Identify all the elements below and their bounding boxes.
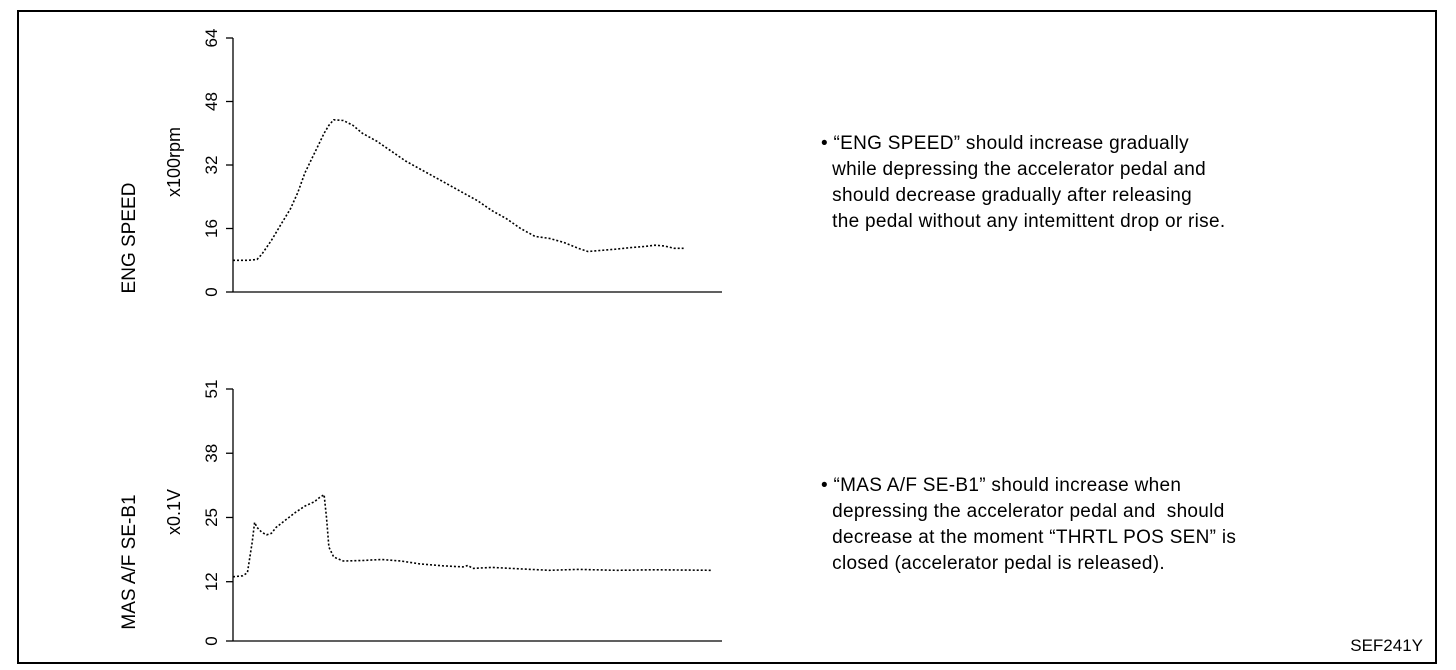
mas-af-note: • “MAS A/F SE-B1” should increase when d… <box>821 473 1236 577</box>
y-tick-label: 0 <box>202 636 221 645</box>
note-line: • “ENG SPEED” should increase gradually <box>821 133 1189 154</box>
y-tick-label: 51 <box>202 380 221 399</box>
note-line: should decrease gradually after releasin… <box>821 185 1192 206</box>
note-line: decrease at the moment “THRTL POS SEN” i… <box>821 527 1237 548</box>
y-axis-unit: x0.1V <box>164 489 184 535</box>
eng-speed-chart: 0 16 32 48 64 ENG SPEED x100rpm <box>119 29 722 297</box>
y-tick-label: 48 <box>202 92 221 111</box>
y-tick-label: 38 <box>202 444 221 463</box>
data-line <box>233 119 684 262</box>
note-line: • “MAS A/F SE-B1” should increase when <box>821 475 1182 496</box>
y-tick-label: 12 <box>202 572 221 591</box>
mas-af-chart: 0 12 25 38 51 MAS A/F SE-B1 x0.1V <box>119 380 722 646</box>
note-line: closed (accelerator pedal is released). <box>821 553 1165 574</box>
y-tick-label: 25 <box>202 508 221 527</box>
y-axis-title: ENG SPEED <box>119 183 140 294</box>
y-tick-label: 0 <box>202 287 221 296</box>
figure-code: SEF241Y <box>1350 636 1423 655</box>
y-tick-label: 64 <box>202 29 221 48</box>
note-line: while depressing the accelerator pedal a… <box>821 159 1206 180</box>
y-axis-title: MAS A/F SE-B1 <box>119 494 140 629</box>
eng-speed-note: • “ENG SPEED” should increase gradually … <box>821 131 1225 235</box>
figure-border <box>17 10 1437 664</box>
y-axis-unit: x100rpm <box>164 127 184 197</box>
note-line: the pedal without any intemittent drop o… <box>821 211 1226 232</box>
y-tick-label: 16 <box>202 219 221 238</box>
note-line: depressing the accelerator pedal and sho… <box>821 501 1225 522</box>
y-tick-label: 32 <box>202 156 221 175</box>
data-line <box>232 493 713 578</box>
